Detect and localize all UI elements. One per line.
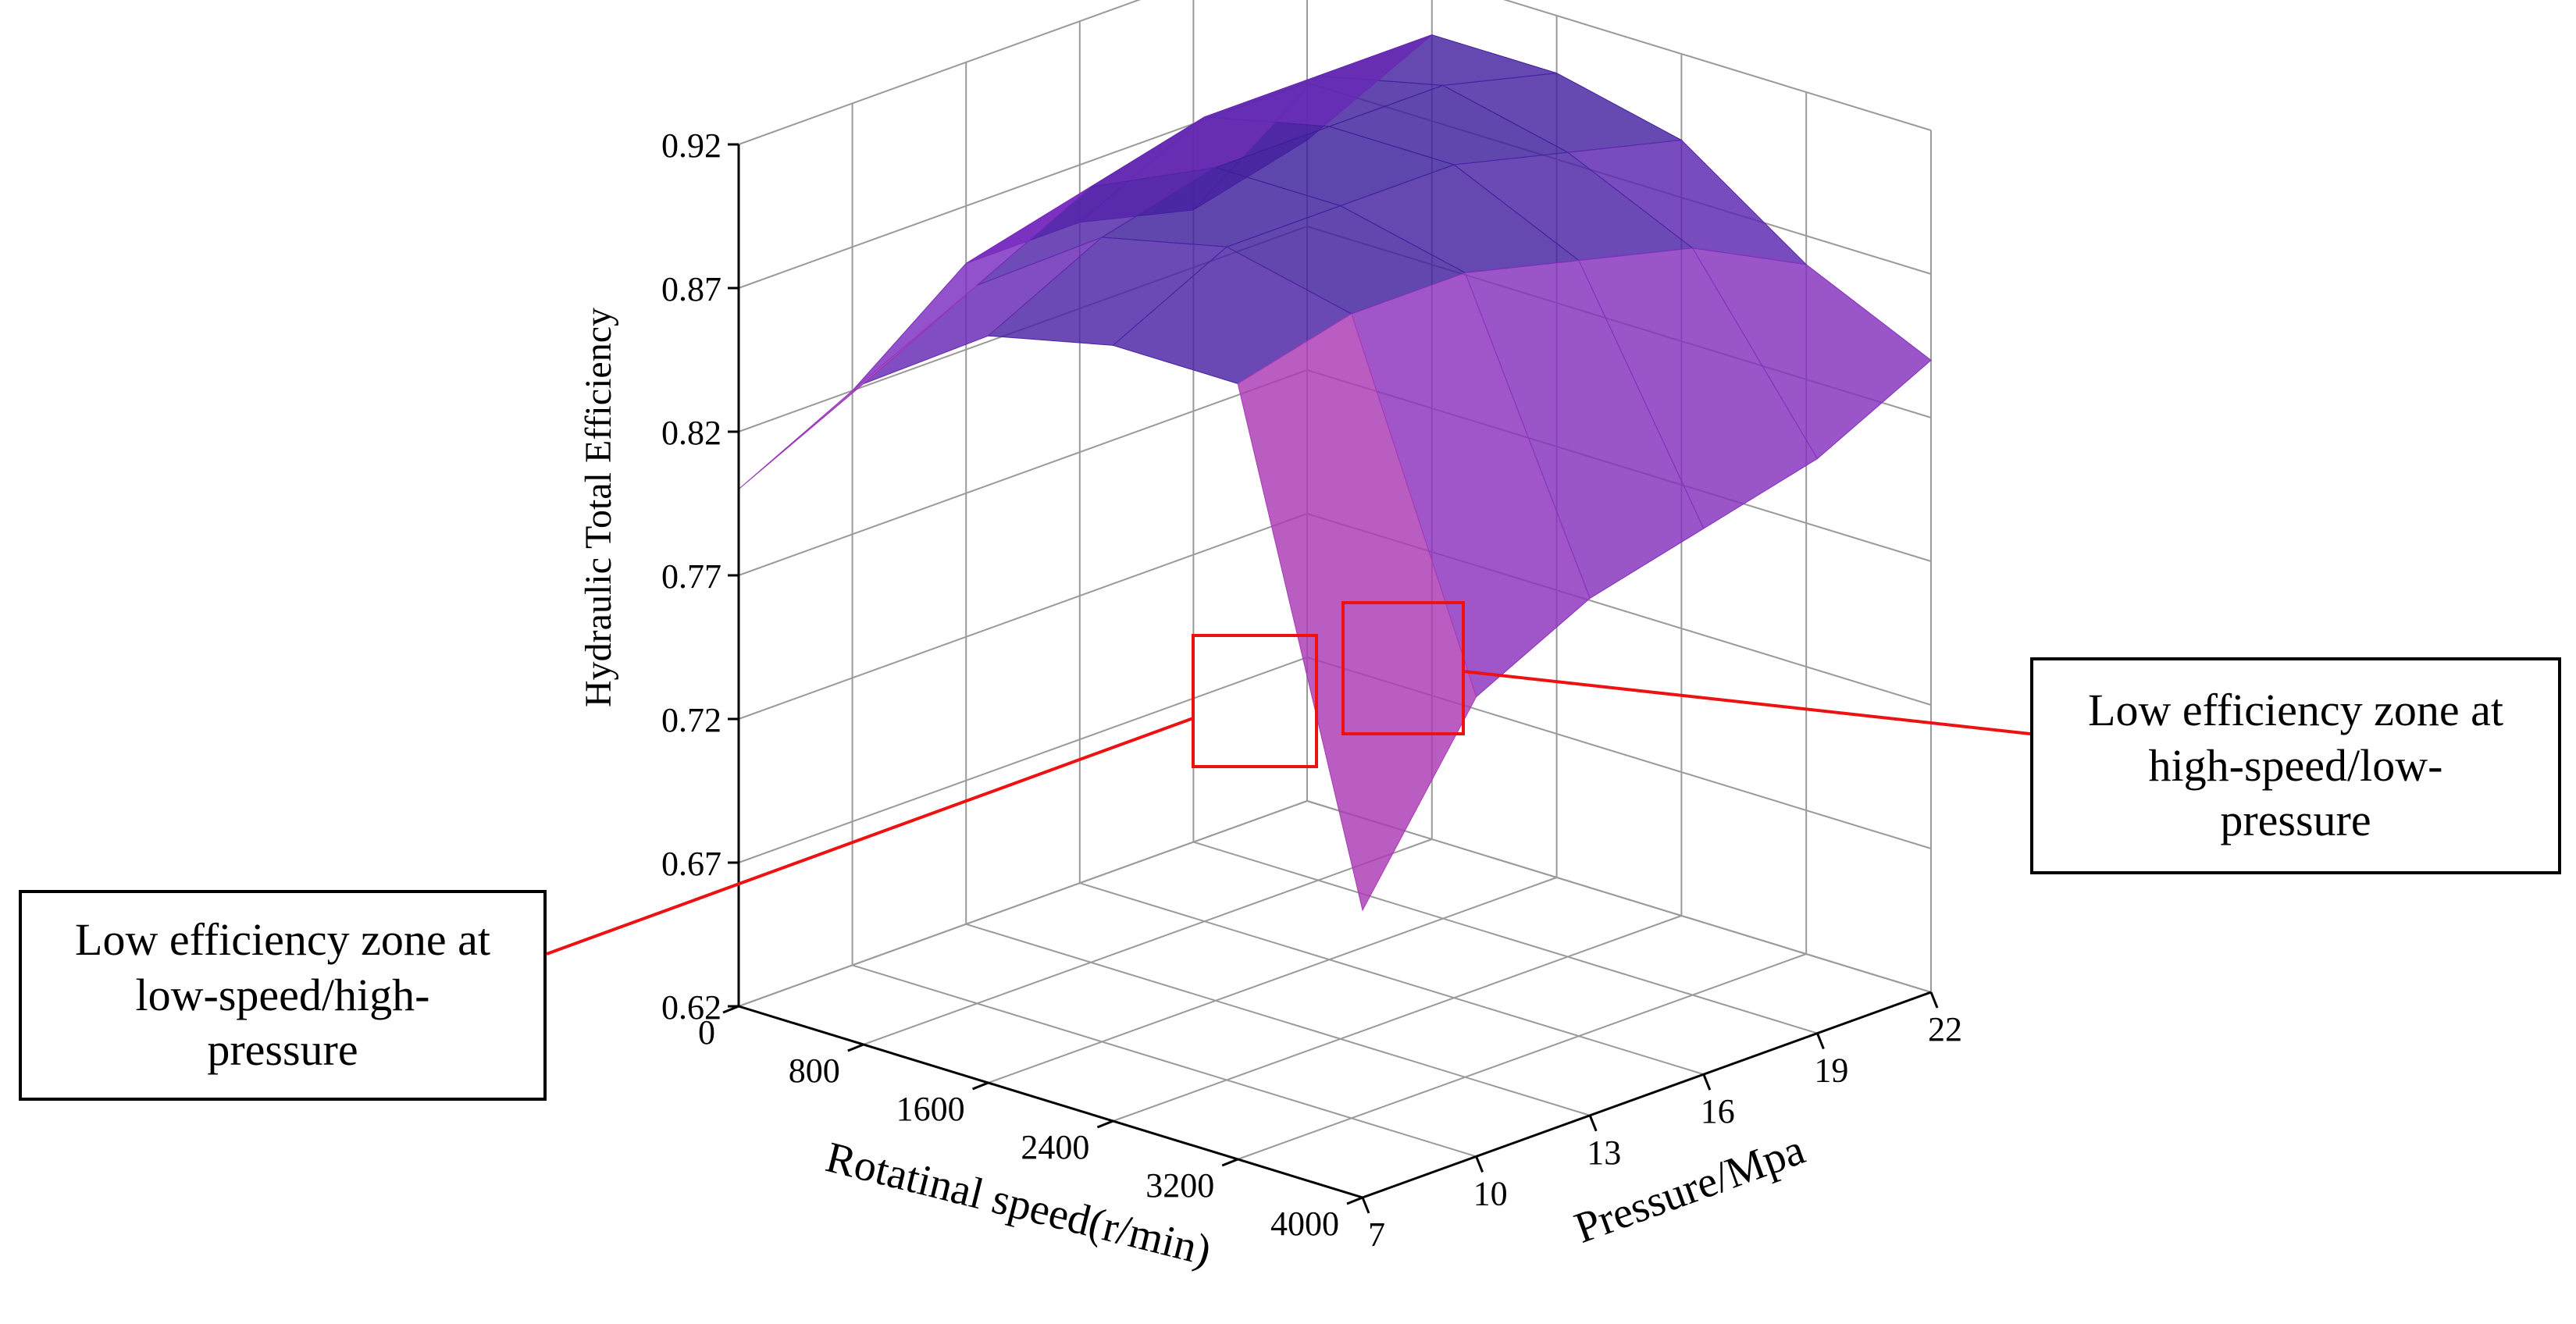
callout-line: pressure bbox=[2220, 795, 2371, 846]
floor-gridline bbox=[965, 923, 1591, 1116]
surface-patch bbox=[1237, 313, 1477, 912]
axes-layer: 0.62 0.67 0.72 0.77 0.82 0.87 0.92 0 800 1600 2400… bbox=[661, 126, 1962, 1254]
y-tick-label: 16 bbox=[1701, 1092, 1735, 1130]
x-axis-line bbox=[738, 1005, 1363, 1199]
x-axis-tick bbox=[847, 1043, 864, 1052]
z-tick-label: 0.92 bbox=[661, 126, 721, 165]
wall-gridline bbox=[738, 800, 1308, 1007]
x-tick-label: 0 bbox=[698, 1013, 715, 1052]
low-speed-high-pressure-highlight bbox=[1192, 634, 1318, 768]
x-axis-tick bbox=[1346, 1196, 1363, 1205]
wall-gridline bbox=[1306, 800, 1932, 993]
x-axis-tick bbox=[1096, 1119, 1113, 1129]
z-tick-label: 0.67 bbox=[661, 845, 721, 883]
y-axis-tick bbox=[1588, 1115, 1598, 1132]
z-tick-label: 0.82 bbox=[661, 414, 721, 452]
wall-gridline bbox=[738, 513, 1308, 720]
z-axis-title: Hydraulic Total Efficiency bbox=[578, 308, 619, 707]
wall-gridline bbox=[1502, 0, 1932, 131]
z-tick-label: 0.62 bbox=[661, 988, 721, 1027]
wall-gridline bbox=[738, 657, 1308, 863]
floor-gridline bbox=[852, 964, 1477, 1158]
callout-line: Low efficiency zone at bbox=[2088, 684, 2503, 735]
surface-patch bbox=[738, 285, 978, 489]
x-axis-tick bbox=[1221, 1158, 1238, 1167]
z-tick-label: 0.77 bbox=[661, 557, 721, 596]
callout-line: high-speed/low- bbox=[2148, 739, 2443, 791]
annotation-layer bbox=[546, 601, 2031, 956]
z-tick-label: 0.72 bbox=[661, 701, 721, 739]
x-axis-tick bbox=[722, 1005, 739, 1014]
low-speed-high-pressure-callout: Low efficiency zone at low-speed/high- p… bbox=[19, 890, 547, 1101]
floor-gridline bbox=[1079, 882, 1705, 1076]
floor-gridline bbox=[1113, 915, 1682, 1122]
y-axis-line bbox=[1362, 991, 1932, 1199]
x-axis-tick bbox=[972, 1081, 989, 1091]
low-speed-callout-leader bbox=[546, 717, 1194, 956]
y-tick-label: 19 bbox=[1814, 1052, 1848, 1090]
y-axis-tick bbox=[1361, 1197, 1370, 1214]
floor-gridline bbox=[863, 838, 1433, 1045]
callout-line: pressure bbox=[207, 1024, 358, 1076]
floor-gridline bbox=[1237, 953, 1807, 1160]
floor-gridline bbox=[988, 877, 1557, 1084]
callout-line: Low efficiency zone at bbox=[75, 913, 490, 965]
callout-line: low-speed/high- bbox=[135, 969, 430, 1020]
y-tick-label: 22 bbox=[1928, 1010, 1962, 1048]
y-axis-tick bbox=[1702, 1073, 1712, 1091]
floor-gridline bbox=[1193, 841, 1818, 1034]
z-tick-label: 0.87 bbox=[661, 270, 721, 308]
surface-layer bbox=[738, 34, 1932, 912]
y-tick-label: 7 bbox=[1368, 1215, 1385, 1254]
y-axis-tick bbox=[1475, 1155, 1484, 1173]
y-tick-label: 13 bbox=[1587, 1134, 1621, 1172]
high-speed-low-pressure-highlight bbox=[1341, 601, 1465, 735]
y-axis-tick bbox=[1929, 991, 1939, 1009]
x-tick-label: 3200 bbox=[1145, 1166, 1214, 1205]
wall-gridline bbox=[738, 0, 1142, 145]
x-tick-label: 2400 bbox=[1021, 1128, 1089, 1166]
y-tick-label: 10 bbox=[1473, 1174, 1508, 1212]
x-tick-label: 4000 bbox=[1270, 1205, 1339, 1243]
high-speed-low-pressure-callout: Low efficiency zone at high-speed/low- p… bbox=[2030, 657, 2561, 874]
x-tick-label: 1600 bbox=[896, 1090, 965, 1128]
x-tick-label: 800 bbox=[789, 1052, 840, 1090]
y-axis-tick bbox=[1816, 1033, 1825, 1050]
wall-gridline bbox=[738, 369, 1308, 576]
high-speed-callout-leader bbox=[1463, 670, 2031, 735]
